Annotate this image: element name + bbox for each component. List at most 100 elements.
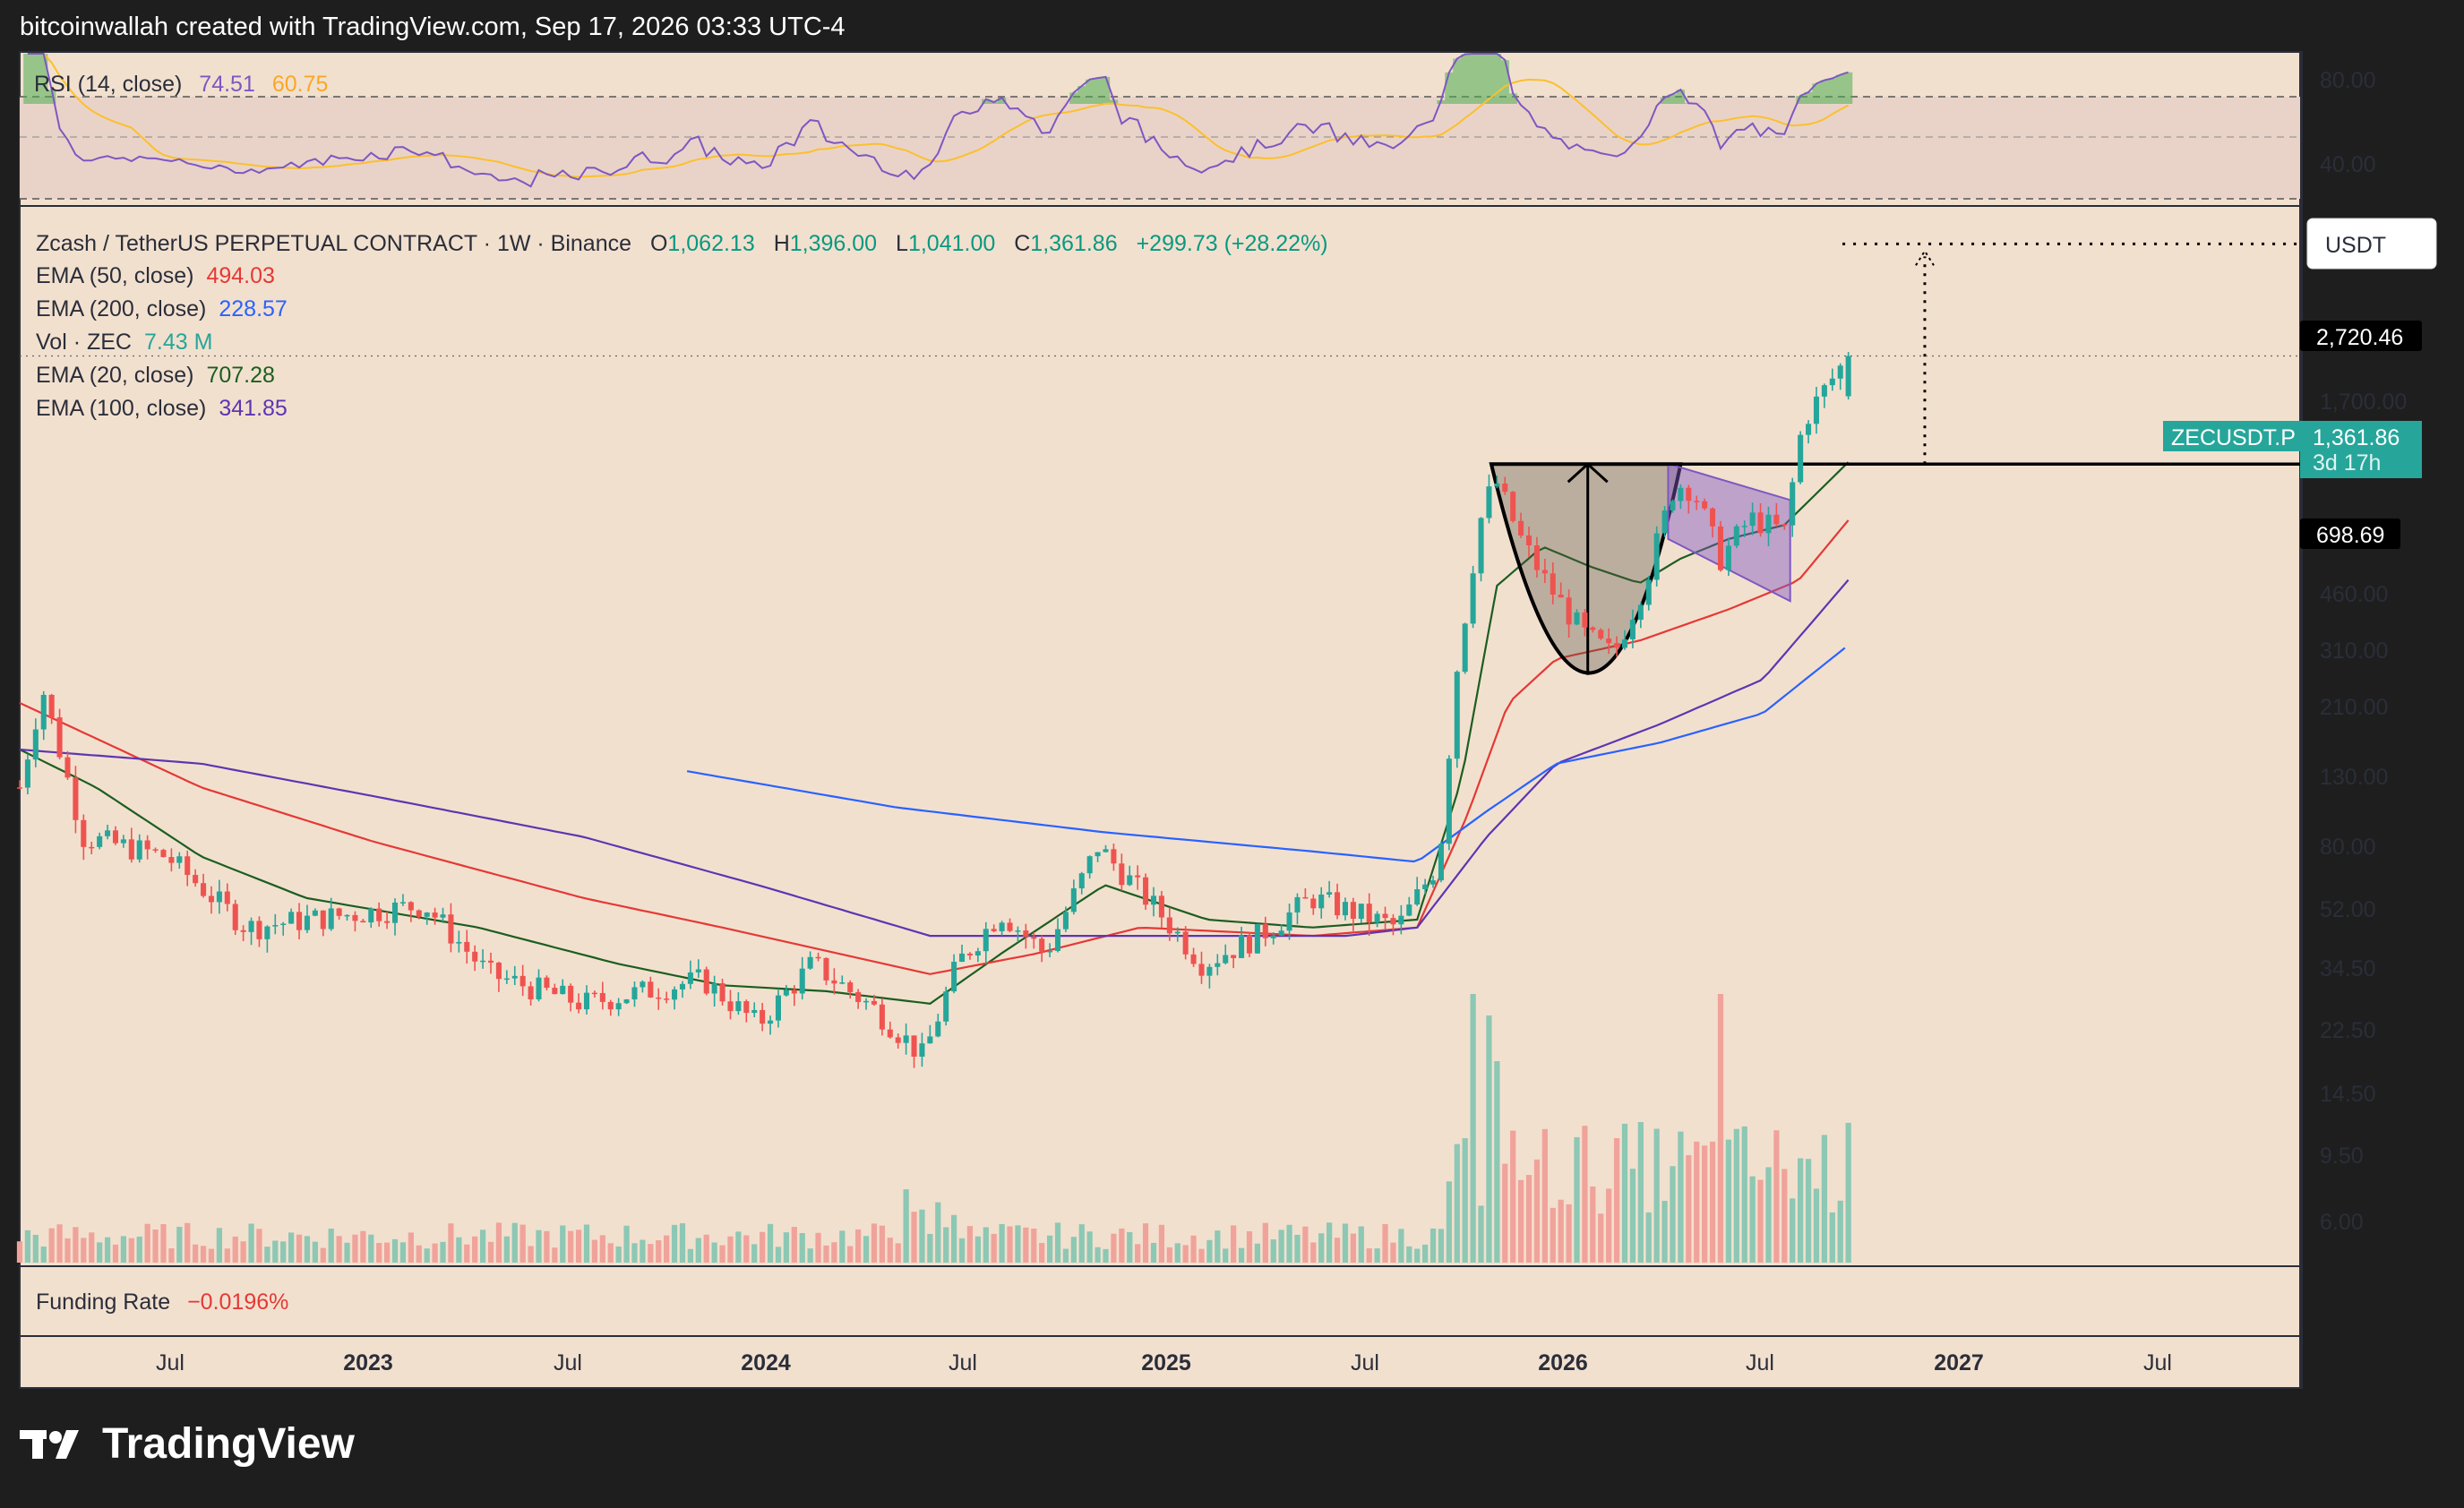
legend-ema100: EMA (100, close) 341.85 — [36, 396, 288, 421]
candle-body — [1174, 931, 1180, 934]
candle-body — [1502, 484, 1508, 493]
candle-body — [648, 981, 654, 998]
volume-bar — [1813, 1188, 1820, 1263]
candle-body — [185, 856, 191, 876]
ohlc-h-label: H — [774, 231, 790, 256]
volume-bar — [1127, 1231, 1133, 1263]
candle-body — [1111, 849, 1117, 864]
chart-background — [20, 52, 2302, 1388]
candle-body — [1278, 930, 1284, 936]
candle-body — [775, 995, 781, 1021]
candle-body — [631, 987, 638, 1000]
candle-body — [328, 908, 334, 930]
candle-body — [1015, 930, 1021, 932]
candle-body — [1135, 875, 1141, 878]
candle-body — [1686, 487, 1692, 501]
volume-bar — [1054, 1222, 1061, 1263]
price-label-6: 6.00 — [2320, 1210, 2364, 1235]
volume-bar — [1254, 1243, 1261, 1263]
candle-body — [1078, 873, 1085, 889]
candle-body — [440, 914, 446, 918]
volume-bar — [1262, 1222, 1268, 1263]
annotations — [20, 355, 2300, 357]
candle-body — [1798, 434, 1804, 483]
tradingview-brand[interactable]: TradingView — [20, 1419, 355, 1469]
volume-bar — [424, 1248, 430, 1263]
time-axis[interactable]: Jul 2023 Jul 2024 Jul 2025 Jul 2026 Jul … — [156, 1350, 2172, 1375]
volume-bar — [1637, 1121, 1644, 1263]
volume-bar — [927, 1233, 933, 1263]
candle-body — [783, 990, 789, 996]
volume-bar — [1670, 1166, 1676, 1263]
volume-bar — [791, 1227, 797, 1263]
candle-body — [1031, 937, 1037, 939]
candle-body — [1374, 913, 1380, 923]
volume-bar — [743, 1235, 750, 1263]
volume-bar — [528, 1246, 534, 1263]
candle-body — [1150, 895, 1157, 905]
volume-bar — [783, 1232, 790, 1263]
candle-body — [1813, 396, 1820, 424]
volume-bar — [479, 1230, 486, 1263]
volume-bar — [983, 1227, 989, 1263]
volume-bar — [200, 1246, 207, 1263]
candle-body — [176, 856, 183, 863]
volume-bar — [344, 1242, 350, 1263]
volume-bar — [999, 1223, 1005, 1263]
currency-button[interactable]: USDT — [2306, 218, 2437, 270]
price-axis[interactable]: 1,700.00 460.00 310.00 210.00 130.00 80.… — [2163, 321, 2422, 1235]
candle-body — [703, 969, 709, 994]
candle-body — [1358, 904, 1364, 920]
legend-ema200: EMA (200, close) 228.57 — [36, 296, 288, 321]
volume-bar — [1286, 1224, 1292, 1263]
candle-body — [511, 975, 518, 979]
candle-body — [1246, 935, 1253, 954]
candle-body — [487, 960, 494, 963]
rsi-level-40: 40.00 — [2320, 152, 2376, 177]
time-label: Jul — [554, 1350, 582, 1375]
candle-body — [40, 694, 47, 730]
candle-body — [831, 980, 837, 984]
candle-body — [1318, 894, 1325, 909]
currency-button-bg[interactable] — [2306, 218, 2437, 270]
tradingview-wordmark: TradingView — [102, 1420, 355, 1468]
candle-body — [304, 915, 310, 930]
volume-bar — [735, 1231, 742, 1263]
candle-body — [695, 969, 701, 972]
price-label-14-5: 14.50 — [2320, 1082, 2376, 1107]
candle-body — [336, 908, 342, 916]
volume-bar — [1414, 1248, 1421, 1263]
volume-bar — [807, 1248, 813, 1263]
rsi-level-80: 80.00 — [2320, 68, 2376, 93]
candle-body — [248, 921, 254, 932]
tradingview-logo-icon — [20, 1429, 79, 1459]
candle-body — [240, 930, 246, 932]
rsi-name: RSI (14, close) — [34, 72, 182, 97]
candle-body — [1182, 931, 1189, 955]
volume-bar — [48, 1228, 55, 1263]
candle-body — [128, 839, 134, 860]
candle-body — [73, 777, 79, 820]
price-label-460: 460.00 — [2320, 582, 2388, 607]
ticker-tag — [2163, 421, 2301, 451]
candle-body — [895, 1037, 901, 1043]
funding-legend: Funding Rate −0.0196% — [36, 1290, 288, 1315]
ohlc-c-label: C — [1014, 231, 1030, 256]
candle-body — [1510, 492, 1516, 521]
candle-body — [376, 908, 382, 921]
volume-bar — [1558, 1199, 1564, 1263]
volume-bar — [472, 1236, 478, 1263]
volume-bar — [935, 1202, 941, 1263]
handle-flag[interactable] — [1667, 462, 1791, 603]
rsi-series — [23, 53, 1853, 188]
currency-label[interactable]: USDT — [2325, 233, 2386, 258]
candle-body — [1645, 579, 1652, 605]
volume-bar — [1517, 1179, 1524, 1263]
volume-bar — [1206, 1239, 1213, 1263]
candle-body — [583, 992, 590, 1010]
candle-body — [919, 1043, 925, 1057]
candle-body — [1470, 573, 1476, 624]
candle-body — [1446, 758, 1452, 844]
neckline-price-tag — [2300, 518, 2400, 549]
